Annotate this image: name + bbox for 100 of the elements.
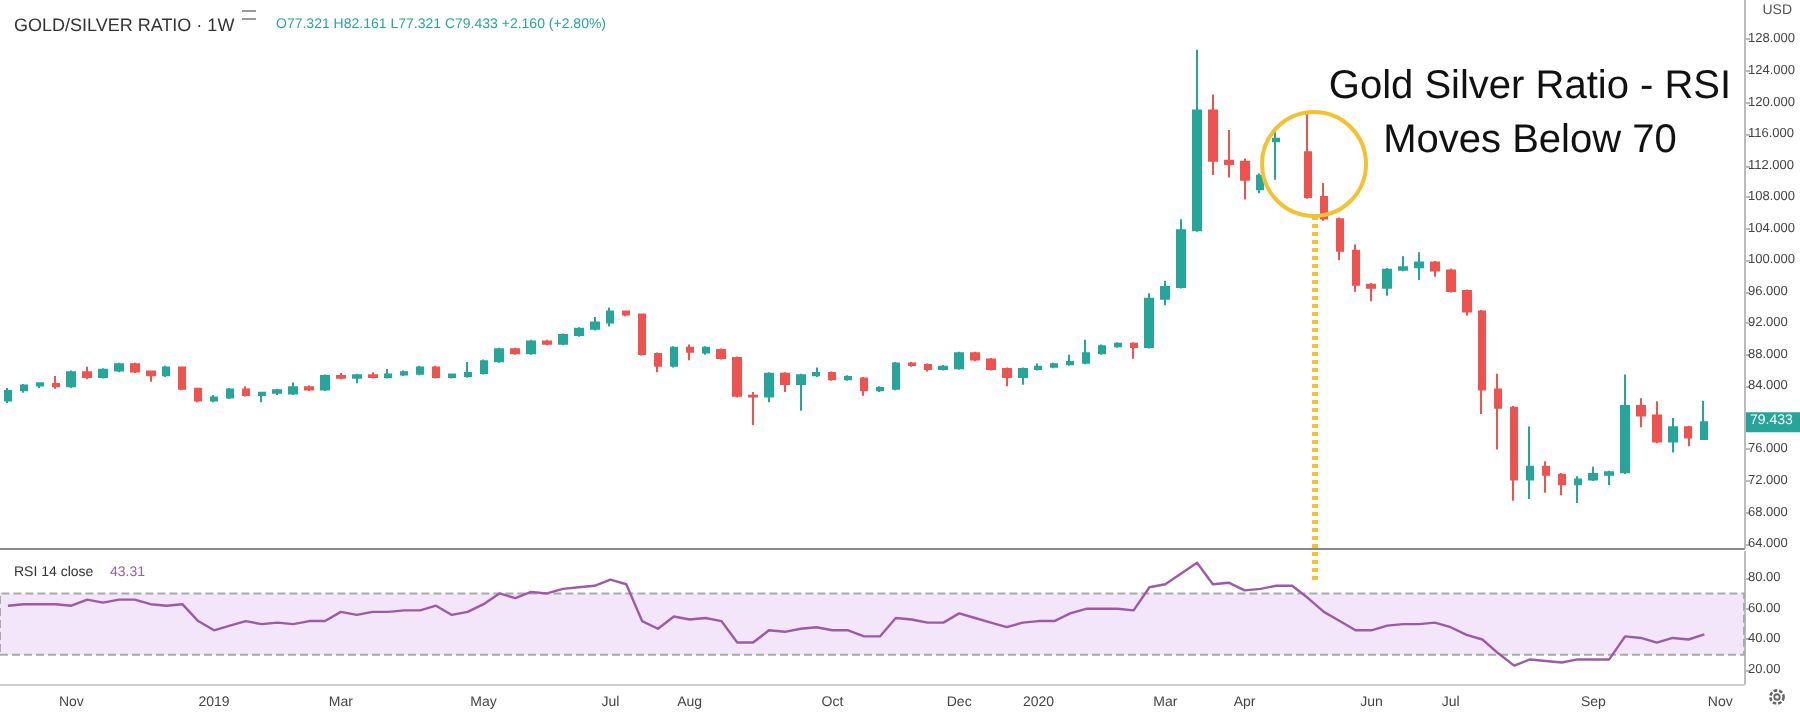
candlestick [876, 385, 884, 393]
candlestick [938, 364, 948, 372]
candlestick [178, 365, 186, 392]
candlestick [400, 369, 408, 378]
candlestick [970, 350, 980, 363]
candlestick [20, 382, 28, 394]
candlestick [1494, 372, 1502, 451]
candlestick [1224, 129, 1234, 179]
candlestick [542, 338, 552, 347]
candlestick [1478, 308, 1486, 415]
candlestick [702, 345, 710, 356]
candlestick [416, 364, 424, 377]
candlestick [272, 387, 282, 397]
candlestick [1366, 282, 1376, 303]
candlestick [336, 371, 346, 381]
candlestick [574, 326, 584, 338]
candlestick [242, 385, 250, 398]
candlestick [1430, 259, 1440, 278]
candlestick [1176, 218, 1186, 290]
candlestick [480, 358, 488, 376]
candlestick [670, 345, 678, 369]
candlestick [1526, 425, 1534, 501]
candlestick [66, 369, 76, 389]
candlestick [654, 351, 662, 374]
candlestick [194, 386, 202, 404]
candlestick [622, 309, 630, 318]
candlestick [352, 372, 362, 385]
candlestick [36, 381, 44, 389]
candlestick [52, 375, 60, 390]
candlestick [1114, 341, 1122, 349]
candlestick [4, 386, 12, 404]
candlestick [590, 315, 600, 332]
candlestick [892, 360, 900, 392]
candlestick [146, 369, 156, 383]
candlestick [1082, 338, 1090, 366]
candlestick [748, 390, 758, 426]
candlestick [1352, 243, 1360, 293]
candlestick [1636, 397, 1646, 429]
candlestick [828, 370, 836, 382]
candlestick [1160, 279, 1170, 307]
candlestick [732, 355, 742, 399]
candlestick [368, 371, 378, 380]
candlestick [986, 356, 996, 372]
candlestick [384, 368, 392, 380]
candlestick [226, 386, 234, 400]
candlestick [1098, 343, 1106, 356]
candlestick [1144, 292, 1154, 350]
candlestick [1542, 460, 1550, 494]
candlestick [796, 372, 806, 412]
candlestick [1574, 475, 1582, 505]
candlestick [764, 371, 774, 404]
candlestick [432, 364, 440, 380]
candlestick [1192, 48, 1202, 233]
candlestick [606, 306, 614, 328]
candlestick [1272, 126, 1280, 181]
candlestick [1604, 469, 1614, 486]
candlestick [1684, 424, 1692, 448]
candlestick [98, 367, 108, 380]
annotation: Gold Silver Ratio - RSI Moves Below 70 [1326, 62, 1734, 166]
candlestick [1130, 341, 1138, 360]
candlestick [844, 374, 852, 382]
candlestick [812, 366, 820, 378]
candlestick [448, 372, 456, 380]
candlestick [1066, 353, 1074, 367]
candlestick [1256, 172, 1264, 195]
candlestick [954, 350, 964, 371]
candlestick [1050, 361, 1058, 370]
candlestick [686, 343, 694, 362]
candlestick [320, 373, 330, 393]
candlestick [558, 332, 568, 347]
text: GOLD/SILVER RATIO · 1W [14, 15, 236, 35]
candlestick [1398, 255, 1408, 273]
candlestick [1382, 267, 1392, 297]
candlestick [1240, 157, 1250, 201]
candlestick [860, 375, 868, 397]
candlestick [1002, 366, 1012, 388]
candlestick [1414, 251, 1424, 281]
candlestick [908, 360, 916, 368]
candlestick [130, 361, 140, 374]
candlestick [526, 338, 536, 356]
candlestick [464, 360, 472, 379]
candlestick [1700, 399, 1708, 441]
candlestick [1304, 112, 1312, 200]
candlestick [258, 390, 266, 404]
candlestick [716, 347, 726, 361]
candlestick [494, 346, 504, 364]
candlestick [288, 381, 298, 397]
candlestick [1652, 400, 1662, 445]
candlestick [210, 394, 218, 404]
candlestick [114, 361, 124, 374]
candlestick [1018, 366, 1028, 386]
candlestick [1462, 288, 1472, 317]
candlestick [1620, 373, 1630, 475]
candlestick [1668, 416, 1678, 454]
candlestick [1208, 93, 1218, 177]
candlestick [638, 312, 646, 357]
candlestick [924, 362, 932, 373]
candlestick [162, 364, 170, 378]
candlestick [1510, 405, 1518, 502]
candlestick [82, 365, 92, 381]
